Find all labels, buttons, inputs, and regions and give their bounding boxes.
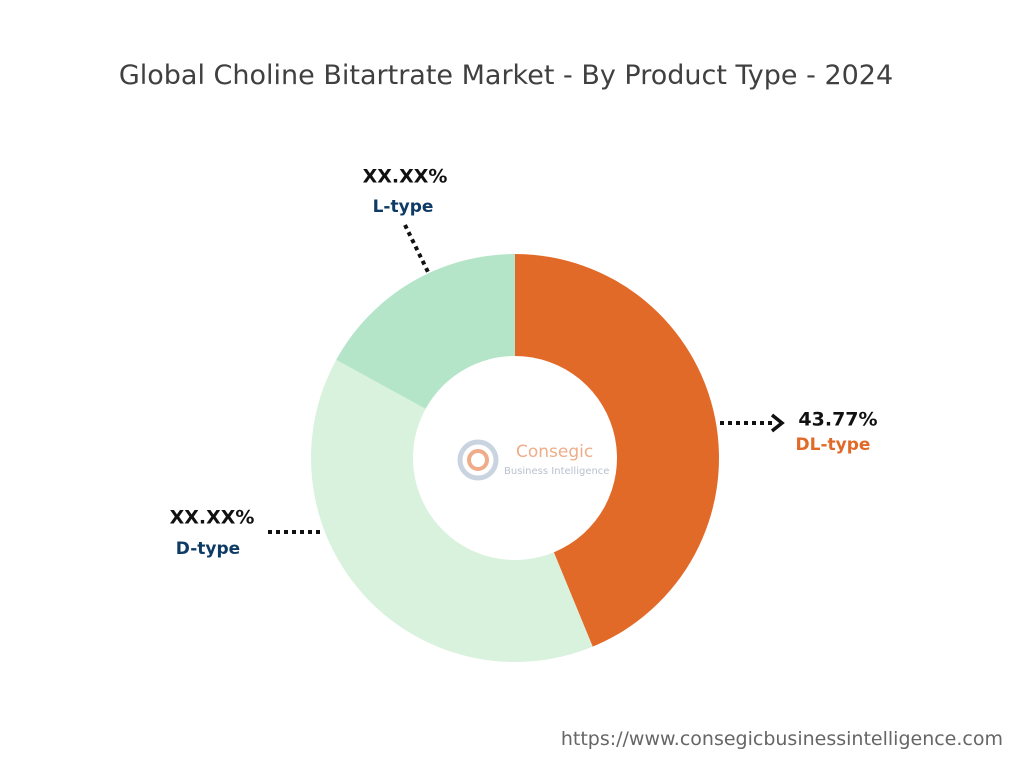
donut-slice — [515, 254, 719, 647]
logo-icon — [457, 439, 499, 481]
category-label: L-type — [373, 197, 434, 217]
source: https://www.consegicbusinessintelligence… — [561, 728, 1003, 750]
watermark-subtitle: Business Intelligence — [504, 466, 609, 477]
value-label: XX.XX% — [170, 507, 255, 529]
slices — [311, 254, 719, 663]
watermark-name: Consegic — [516, 442, 593, 462]
category-label: DL-type — [796, 435, 871, 455]
donut-slice — [311, 359, 593, 663]
donut-slice — [336, 254, 515, 409]
chart-title: Global Choline Bitartrate Market - By Pr… — [119, 60, 893, 91]
value-label: XX.XX% — [363, 166, 448, 188]
category-label: D-type — [176, 539, 240, 559]
leader-line — [403, 224, 430, 273]
watermark: Consegic Business Intelligence — [457, 439, 609, 481]
value-label: 43.77% — [798, 409, 877, 431]
logo-icon — [467, 449, 489, 471]
leader-arrow — [770, 413, 785, 433]
